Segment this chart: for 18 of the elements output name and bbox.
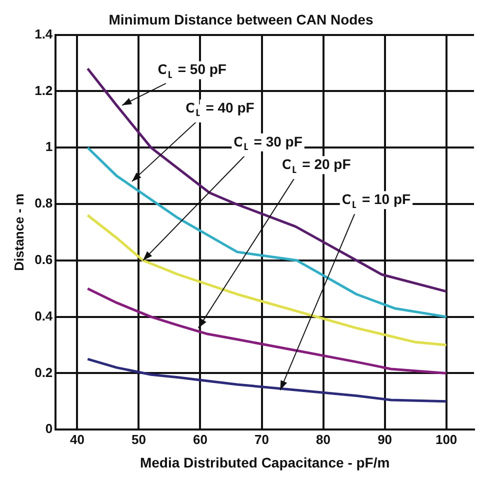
x-tick-label: 70	[254, 432, 269, 447]
x-tick-label: 90	[378, 432, 392, 447]
x-tick-label: 40	[70, 432, 84, 447]
y-axis-title: Distance - m	[11, 194, 26, 271]
x-tick-label: 80	[316, 432, 331, 447]
y-tick-label: 1	[45, 139, 53, 154]
y-tick-label: 1.2	[34, 82, 53, 98]
y-tick-label: 0.8	[34, 196, 53, 211]
x-tick-label: 100	[435, 432, 458, 447]
y-tick-label: 0.6	[34, 252, 53, 267]
x-tick-label: 50	[131, 432, 146, 447]
x-axis-title: Media Distributed Capacitance - pF/m	[140, 454, 390, 470]
y-tick-label: 0	[45, 421, 53, 436]
y-tick-label: 1.4	[34, 26, 54, 42]
y-tick-label: 0.4	[34, 308, 54, 324]
x-tick-label: 60	[193, 432, 208, 447]
y-tick-label: 0.2	[34, 364, 53, 380]
chart-title: Minimum Distance between CAN Nodes	[108, 11, 374, 28]
